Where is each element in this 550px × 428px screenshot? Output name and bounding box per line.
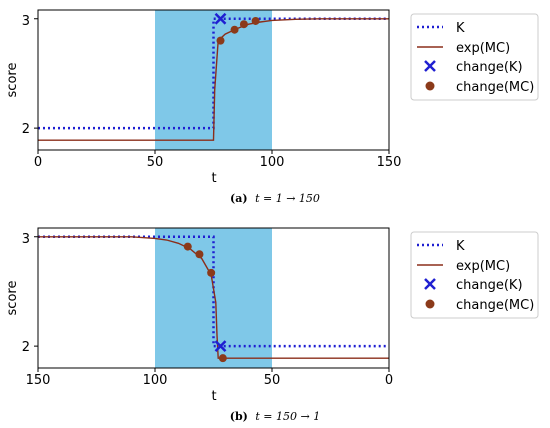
y-axis-label: score <box>5 281 20 316</box>
y-tick-label: 3 <box>22 232 30 247</box>
change-mc-marker <box>239 20 248 29</box>
legend-change-k-label: change(K) <box>456 60 523 75</box>
legend-exp-label: exp(MC) <box>456 41 510 56</box>
axis-ticks <box>34 236 390 372</box>
caption-a: (a) t = 1 → 150 <box>230 192 320 205</box>
chart-panel-a: 3 2 0 50 100 150 t score K exp(MC) chang… <box>5 9 539 205</box>
x-tick-label: 150 <box>377 155 402 170</box>
marker-layer <box>214 12 260 45</box>
chart-panel-b: 3 2 150 100 50 0 t score K exp(MC) chang… <box>5 227 539 423</box>
marker-layer <box>183 242 227 363</box>
plot-frame <box>37 9 390 151</box>
legend: K exp(MC) change(K) change(MC) <box>410 231 539 319</box>
y-axis-label: score <box>5 63 20 98</box>
change-mc-marker <box>251 16 260 25</box>
change-mc-marker <box>183 242 192 251</box>
change-k-marker <box>214 12 227 25</box>
x-tick-label: 100 <box>260 155 285 170</box>
caption-b: (b) t = 150 → 1 <box>230 410 320 423</box>
legend: K exp(MC) change(K) change(MC) <box>410 13 539 101</box>
x-axis-label: t <box>211 171 216 186</box>
change-mc-marker <box>216 36 225 45</box>
x-tick-label: 150 <box>26 373 51 388</box>
legend-k-label: K <box>456 21 465 36</box>
y-tick-label: 3 <box>22 14 30 29</box>
change-mc-marker <box>195 250 204 259</box>
x-tick-label: 50 <box>147 155 164 170</box>
change-mc-marker <box>218 354 227 363</box>
x-tick-label: 50 <box>264 373 281 388</box>
legend-change-mc-label: change(MC) <box>456 298 534 313</box>
change-k-stroke <box>214 12 227 25</box>
axis-ticks <box>34 18 390 154</box>
x-tick-label: 0 <box>34 155 42 170</box>
legend-box <box>410 13 539 101</box>
change-mc-marker <box>230 25 239 34</box>
legend-change-mc-swatch <box>425 81 435 91</box>
y-tick-label: 2 <box>22 340 30 355</box>
change-k-marker <box>214 340 227 353</box>
legend-box <box>410 231 539 319</box>
x-tick-label: 0 <box>385 373 393 388</box>
change-k-stroke <box>214 340 227 353</box>
y-tick-label: 2 <box>22 122 30 137</box>
legend-exp-label: exp(MC) <box>456 259 510 274</box>
legend-change-k-label: change(K) <box>456 278 523 293</box>
legend-change-k-swatch <box>424 278 436 290</box>
legend-change-mc-label: change(MC) <box>456 80 534 95</box>
x-tick-label: 100 <box>143 373 168 388</box>
k-series-line <box>38 17 389 130</box>
change-mc-marker <box>207 268 216 277</box>
legend-change-mc-swatch <box>425 299 435 309</box>
legend-k-label: K <box>456 239 465 254</box>
plot-frame <box>37 227 390 369</box>
legend-change-k-swatch <box>424 60 436 72</box>
x-axis-label: t <box>211 389 216 404</box>
